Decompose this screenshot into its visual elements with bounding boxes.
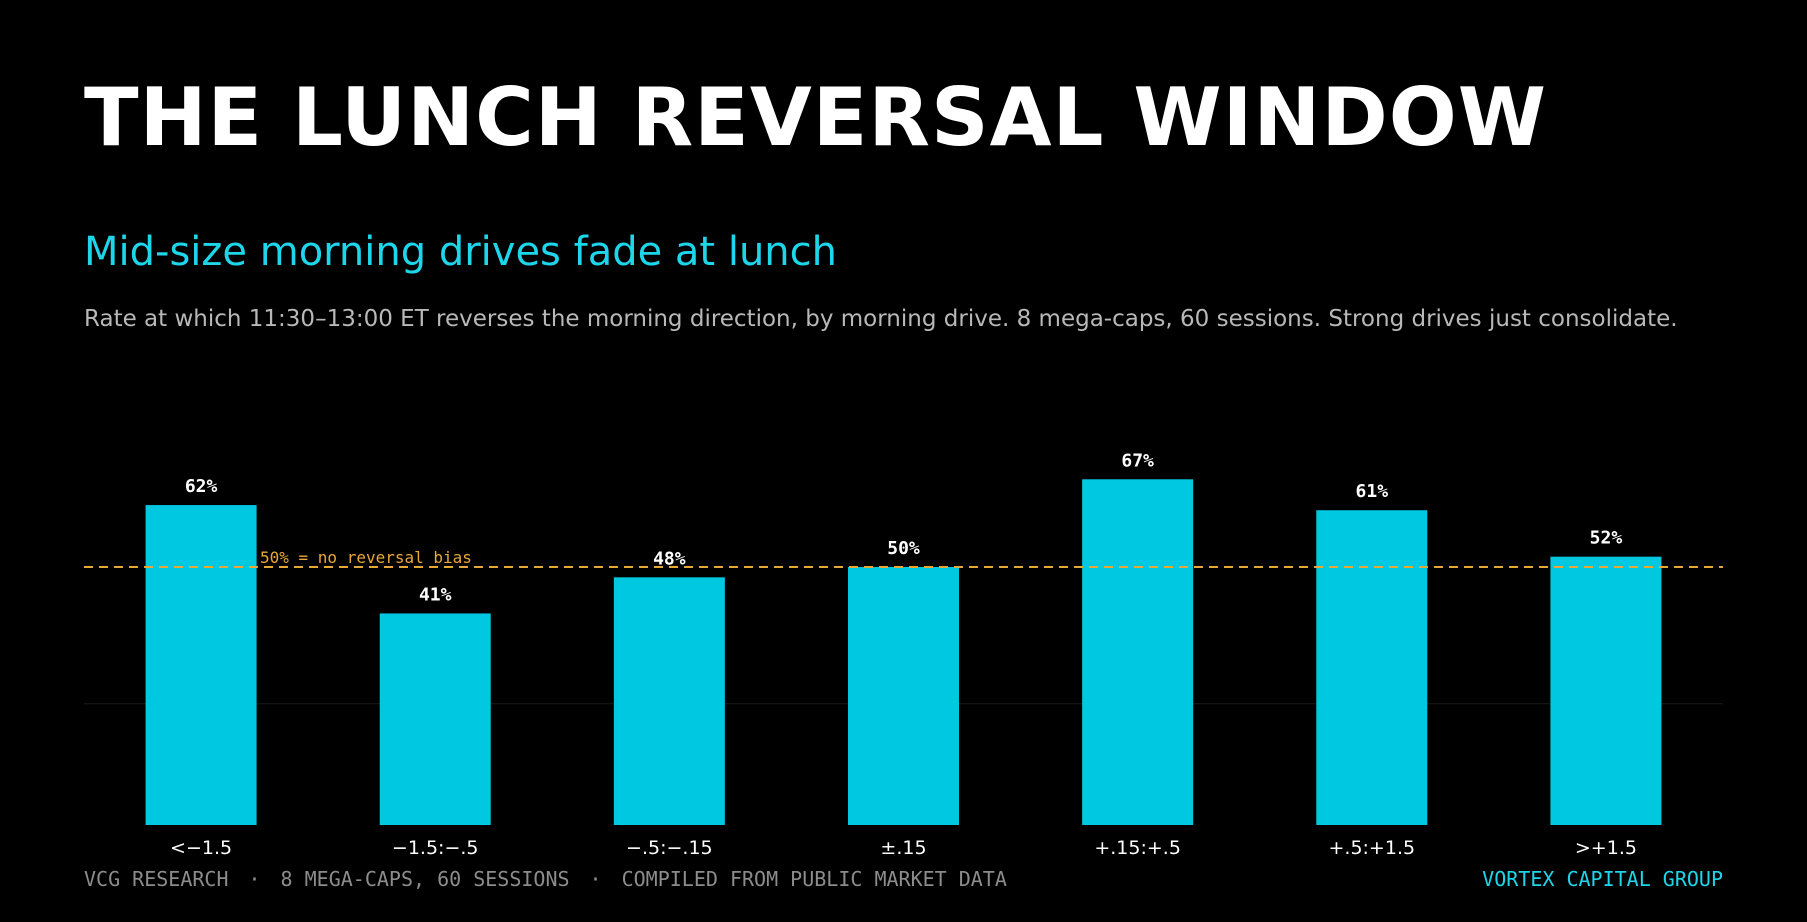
bar-value-label: 52% bbox=[1590, 528, 1623, 549]
footer-sample: 8 MEGA-CAPS, 60 SESSIONS bbox=[280, 867, 570, 891]
category-label: −1.5:−.5 bbox=[392, 837, 479, 859]
footer-brand: VORTEX CAPITAL GROUP bbox=[1482, 867, 1723, 891]
footer-credits: VCG RESEARCH · 8 MEGA-CAPS, 60 SESSIONS · CO… bbox=[84, 866, 1007, 892]
category-label: <−1.5 bbox=[170, 837, 232, 859]
bar bbox=[145, 505, 257, 825]
bar bbox=[613, 577, 725, 825]
chart-description: Rate at which 11:30–13:00 ET reverses th… bbox=[84, 306, 1678, 332]
category-label: +.15:+.5 bbox=[1094, 837, 1181, 859]
category-label: −.5:−.15 bbox=[626, 837, 713, 859]
bar-value-label: 48% bbox=[653, 548, 686, 569]
bar-value-label: 61% bbox=[1356, 481, 1389, 502]
reference-line-label: 50% = no reversal bias bbox=[260, 548, 472, 567]
bar-value-label: 67% bbox=[1121, 450, 1154, 471]
footer-separator: · bbox=[589, 867, 602, 891]
bar bbox=[1316, 510, 1428, 825]
bar-value-label: 62% bbox=[185, 476, 218, 497]
footer-separator: · bbox=[248, 867, 261, 891]
chart-title: THE LUNCH REVERSAL WINDOW bbox=[84, 71, 1547, 164]
bar bbox=[1082, 479, 1194, 825]
category-label: >+1.5 bbox=[1575, 837, 1637, 859]
bar bbox=[1550, 556, 1662, 825]
bar bbox=[848, 567, 959, 825]
bar-value-label: 50% bbox=[887, 538, 920, 559]
category-label: ±.15 bbox=[880, 837, 926, 859]
category-label: +.5:+1.5 bbox=[1328, 837, 1415, 859]
bar-value-label: 41% bbox=[419, 584, 452, 605]
chart-subtitle: Mid-size morning drives fade at lunch bbox=[84, 229, 837, 275]
footer-source: VCG RESEARCH bbox=[84, 867, 229, 891]
bar bbox=[379, 613, 491, 825]
footer-compiled: COMPILED FROM PUBLIC MARKET DATA bbox=[621, 867, 1007, 891]
